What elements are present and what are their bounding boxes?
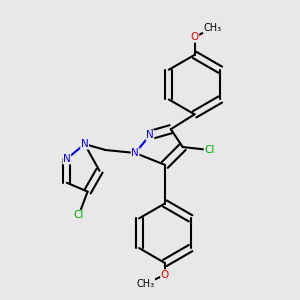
Text: O: O <box>190 32 199 42</box>
Text: CH₃: CH₃ <box>203 23 221 33</box>
Text: Cl: Cl <box>74 210 84 220</box>
Text: O: O <box>161 270 169 280</box>
Text: N: N <box>63 154 71 164</box>
Text: N: N <box>131 148 139 158</box>
Text: N: N <box>146 130 154 140</box>
Text: N: N <box>81 139 88 149</box>
Text: Cl: Cl <box>204 145 214 155</box>
Text: CH₃: CH₃ <box>136 279 154 289</box>
